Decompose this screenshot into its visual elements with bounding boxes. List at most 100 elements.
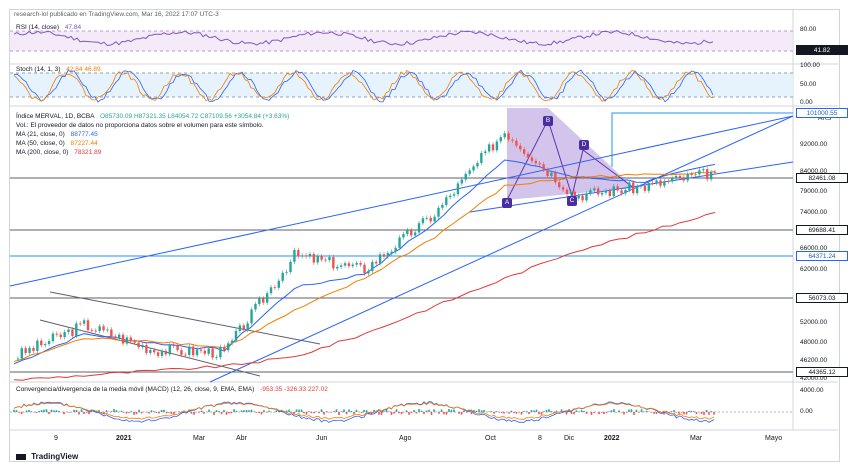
candle-body — [191, 346, 195, 356]
macd-histogram-bar — [705, 409, 708, 412]
macd-histogram-bar — [40, 410, 43, 412]
macd-histogram-bar — [475, 410, 478, 412]
macd-histogram-bar — [223, 410, 225, 412]
tradingview-logo[interactable]: TradingView — [16, 452, 78, 461]
macd-histogram-bar — [508, 412, 510, 414]
macd-histogram-bar — [545, 409, 548, 412]
xaxis-label: 2022 — [604, 435, 620, 442]
macd-histogram-bar — [645, 410, 648, 412]
candle-body — [632, 182, 635, 194]
macd-histogram-bar — [483, 409, 485, 412]
candle-body — [667, 181, 670, 183]
tradingview-icon — [16, 453, 26, 460]
candle-body — [530, 157, 534, 161]
macd-tick-4000: 4000.00 — [800, 387, 824, 394]
candle-body — [487, 144, 491, 152]
macd-histogram-bar — [15, 410, 18, 412]
macd-indicator — [13, 401, 715, 423]
macd-histogram-bar — [480, 410, 483, 412]
candle-body — [269, 287, 273, 294]
macd-histogram-bar — [200, 410, 203, 412]
macd-histogram-bar — [215, 410, 218, 412]
macd-histogram-bar — [140, 412, 143, 414]
xaxis-label: Jun — [316, 435, 328, 442]
candle-body — [526, 153, 530, 158]
macd-histogram-bar — [573, 412, 575, 415]
badge-69688: 69688.41 — [796, 225, 848, 235]
candle-body — [82, 320, 86, 324]
macd-histogram-bar — [625, 412, 628, 413]
macd-histogram-bar — [310, 412, 313, 414]
candle-body — [565, 189, 569, 195]
macd-histogram-bar — [415, 412, 418, 414]
ma21-value: 88777.45 — [70, 131, 98, 138]
macd-histogram-bar — [88, 412, 90, 415]
macd-histogram-bar — [93, 410, 95, 412]
candle-body — [445, 197, 448, 205]
candle-body — [343, 263, 347, 266]
candle-body — [600, 192, 604, 195]
macd-histogram-bar — [83, 412, 85, 414]
macd-histogram-bar — [295, 409, 298, 412]
candle-body — [519, 145, 522, 150]
candle-body — [180, 350, 183, 355]
candle-body — [265, 293, 269, 303]
rsi-value: 47.84 — [64, 24, 82, 31]
macd-histogram-bar — [575, 410, 578, 412]
candle-body — [624, 189, 627, 194]
candle-body — [421, 218, 425, 224]
macd-histogram-bar — [550, 410, 553, 412]
macd-histogram-bar — [13, 409, 15, 412]
candle-body — [184, 354, 187, 356]
candle-body — [374, 261, 378, 264]
candle-body — [417, 223, 421, 233]
macd-histogram-bar — [178, 411, 180, 412]
macd-histogram-bar — [338, 412, 340, 415]
macd-histogram-bar — [448, 409, 450, 412]
macd-histogram-bar — [655, 412, 658, 415]
candle-body — [351, 264, 355, 267]
macd-histogram-bar — [413, 410, 415, 412]
macd-histogram-bar — [225, 412, 228, 415]
macd-histogram-bar — [530, 410, 533, 412]
macd-histogram-bar — [55, 410, 58, 412]
candle-body — [141, 345, 144, 348]
candle-body — [515, 140, 518, 146]
macd-histogram-bar — [138, 409, 140, 412]
candle-body — [230, 340, 234, 344]
candle-body — [620, 190, 623, 194]
candle-body — [86, 320, 90, 331]
candle-body — [28, 347, 31, 353]
macd-histogram-bar — [400, 412, 403, 415]
macd-histogram-bar — [430, 412, 433, 415]
candle-body — [491, 144, 495, 151]
rsi-tick-80: 80.00 — [800, 26, 817, 33]
candle-body — [585, 193, 588, 201]
macd-histogram-bar — [493, 412, 495, 414]
candle-body — [114, 336, 117, 339]
macd-histogram-bar — [440, 409, 443, 412]
candle-body — [156, 352, 160, 356]
macd-histogram-bar — [523, 411, 525, 412]
macd-histogram-bar — [605, 412, 608, 413]
macd-histogram-bar — [220, 412, 223, 415]
macd-histogram-bar — [165, 412, 168, 414]
candle-body — [320, 256, 323, 260]
harmonic-pattern — [507, 108, 634, 200]
candle-body — [110, 329, 113, 337]
macd-histogram-bar — [398, 412, 400, 414]
candle-body — [522, 149, 526, 154]
candle-body — [246, 323, 249, 331]
candle-body — [67, 329, 70, 333]
macd-histogram-bar — [320, 409, 323, 412]
macd-histogram-bar — [585, 412, 588, 414]
candle-body — [433, 216, 436, 222]
macd-histogram-bar — [345, 412, 348, 415]
candle-body — [106, 329, 109, 331]
macd-histogram-bar — [110, 411, 113, 412]
macd-histogram-bar — [268, 410, 270, 412]
macd-histogram-bar — [428, 409, 430, 412]
macd-histogram-bar — [235, 410, 238, 412]
macd-histogram-bar — [263, 410, 265, 412]
candle-body — [281, 272, 284, 281]
